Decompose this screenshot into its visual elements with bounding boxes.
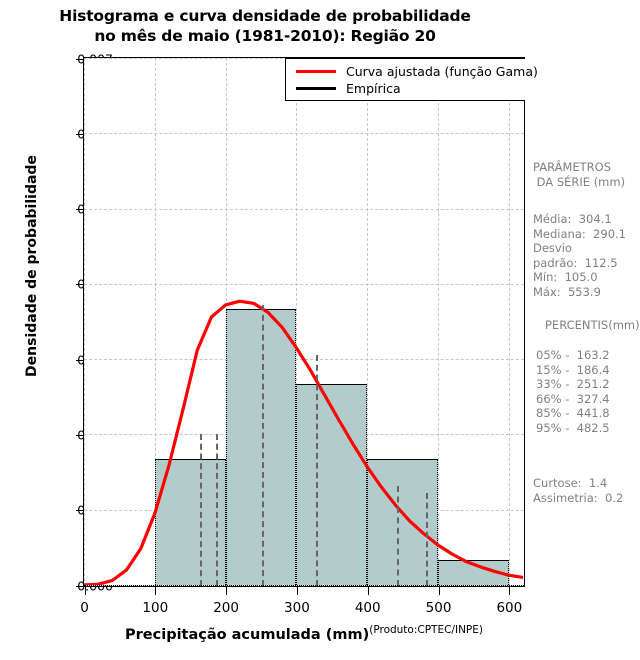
x-axis-tick-mark (367, 587, 369, 595)
x-axis-tick-label: 100 (142, 600, 169, 616)
chart-title-line-1: Histograma e curva densidade de probabil… (59, 7, 471, 25)
gridline-vertical (367, 58, 369, 586)
gridline-vertical (438, 58, 440, 586)
y-axis-tick-mark (76, 434, 83, 436)
legend-label-curva-ajustada: Curva ajustada (função Gama) (346, 64, 538, 79)
x-axis-label-source: (Produto:CPTEC/INPE) (369, 624, 483, 636)
x-axis-tick-label: 300 (284, 600, 310, 616)
histogram-bar (154, 459, 226, 585)
x-axis-label: Precipitação acumulada (mm)(Produto:CPTE… (83, 624, 525, 643)
histogram-bar (296, 383, 368, 585)
x-axis-tick-label: 0 (80, 600, 89, 616)
gamma-curve-path (84, 299, 523, 585)
x-axis-tick-mark (84, 587, 86, 595)
x-axis-tick-label: 400 (354, 600, 381, 616)
histogram-bar (225, 308, 297, 585)
y-axis-tick-mark (76, 585, 83, 587)
gridline-horizontal (84, 208, 524, 210)
x-axis-tick-mark (438, 587, 440, 595)
histogram-baseline (84, 585, 524, 586)
y-axis-tick-mark (76, 209, 83, 211)
x-axis-tick-mark (296, 587, 298, 595)
x-axis-tick-mark (509, 587, 511, 595)
chart-title-line-2: no mês de maio (1981-2010): Região 20 (94, 27, 436, 45)
y-axis-tick-mark (76, 58, 83, 60)
legend-swatch-line-red (296, 70, 336, 73)
fitted-gamma-curve (84, 299, 523, 585)
x-axis-label-text: Precipitação acumulada (mm) (125, 626, 370, 643)
params-values: Média: 304.1 Mediana: 290.1 Desvio padrã… (533, 212, 626, 299)
x-axis-tick-mark (155, 587, 157, 595)
y-axis-tick-mark (76, 284, 83, 286)
plot-area: 05%15%33%66%85%95% (83, 57, 525, 587)
legend-swatch-line-black (296, 87, 336, 90)
gridline-vertical (508, 58, 510, 586)
x-axis-tick-label: 600 (496, 600, 523, 616)
gridline-horizontal (84, 133, 524, 135)
chart-title: Histograma e curva densidade de probabil… (0, 6, 530, 46)
percentile-line-95 (425, 493, 428, 586)
gridline-horizontal (84, 283, 524, 285)
legend-item-curva-ajustada: Curva ajustada (função Gama) (296, 63, 538, 80)
chart-legend: Curva ajustada (função Gama) Empírica (285, 58, 538, 101)
percentis-heading: PERCENTIS(mm) (545, 318, 640, 332)
moments-values: Curtose: 1.4 Assimetria: 0.2 (533, 476, 624, 505)
y-axis-label: Densidade de probabilidade (24, 155, 40, 377)
x-axis-tick-label: 200 (213, 600, 239, 616)
percentile-line-85 (396, 485, 399, 586)
percentile-line-05 (199, 434, 202, 586)
percentis-values: 05% - 163.2 15% - 186.4 33% - 251.2 66% … (536, 348, 610, 435)
percentile-line-15 (215, 434, 218, 586)
params-heading: PARÂMETROS DA SÉRIE (mm) (533, 160, 626, 189)
percentile-line-66 (315, 355, 318, 586)
percentile-line-33 (261, 304, 264, 586)
gridline-vertical (84, 58, 85, 586)
gridline-vertical (296, 58, 298, 586)
legend-label-empirica: Empírica (346, 81, 401, 96)
x-axis-tick-mark (226, 587, 228, 595)
plot-inner: 05%15%33%66%85%95% (84, 58, 524, 586)
gridline-vertical (154, 58, 156, 586)
y-axis-tick-mark (76, 359, 83, 361)
legend-item-empirica: Empírica (296, 80, 401, 97)
y-axis-tick-mark (76, 510, 83, 512)
x-axis-tick-label: 500 (425, 600, 452, 616)
y-axis-tick-mark (76, 133, 83, 135)
